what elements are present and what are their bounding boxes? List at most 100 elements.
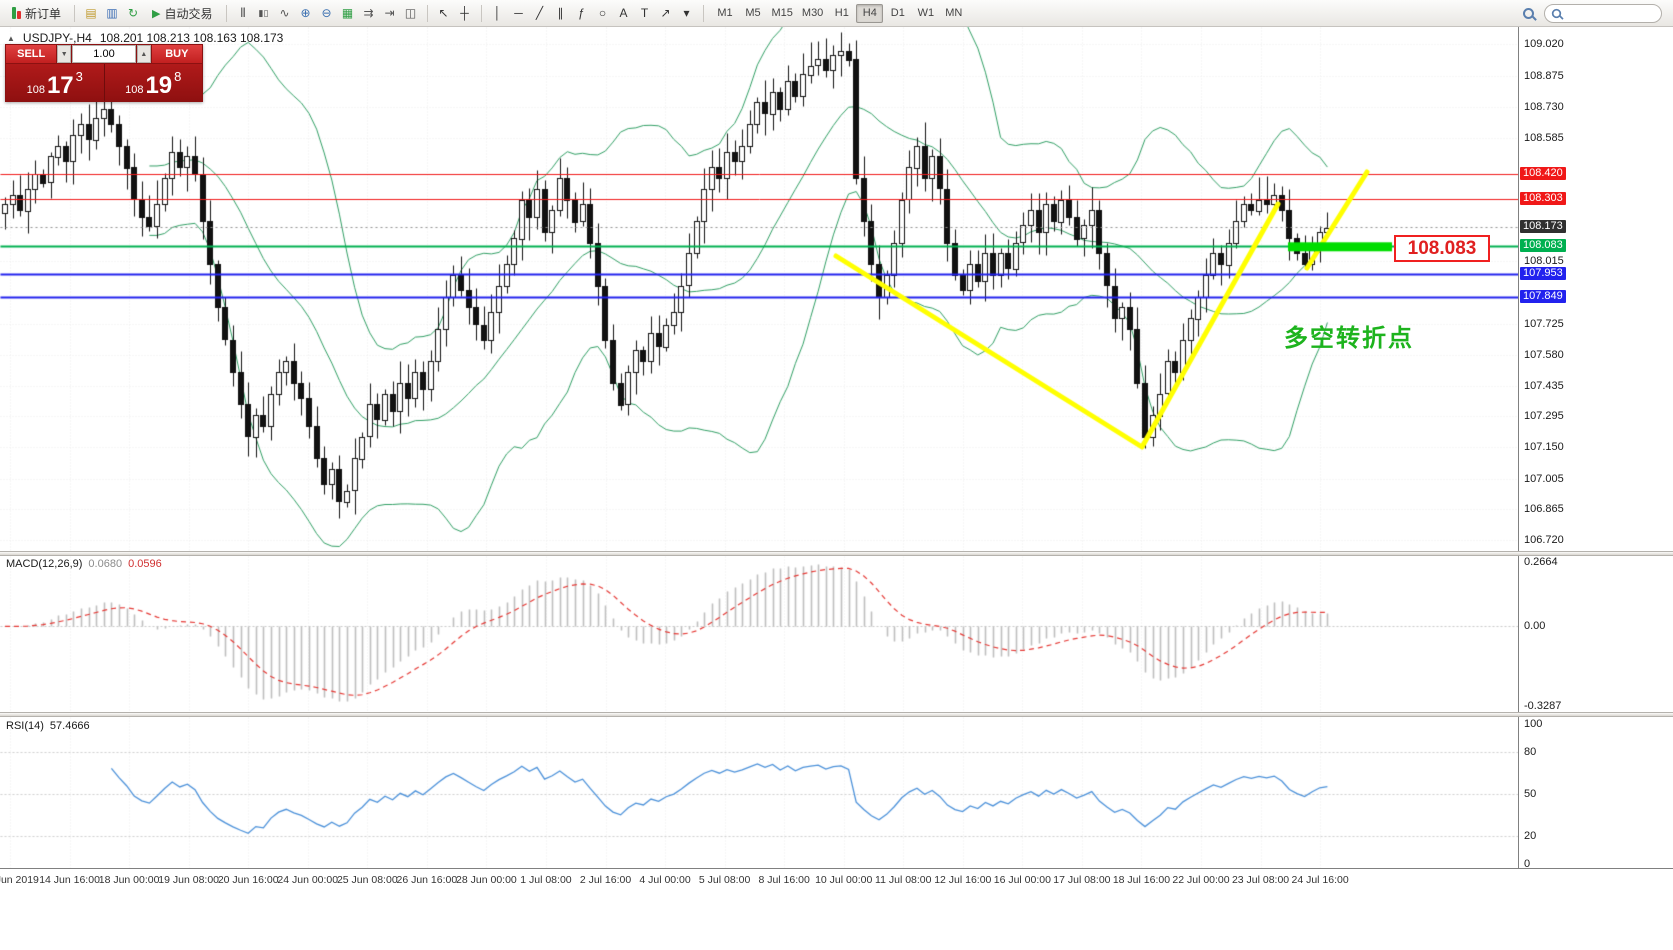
timeframe-w1[interactable]: W1 [917, 7, 935, 19]
price-axis-label: 108.875 [1524, 69, 1564, 82]
time-axis-label: 26 Jun 16:00 [396, 874, 458, 886]
sell-button[interactable]: SELL [6, 45, 57, 63]
vertical-line-icon[interactable]: │ [493, 6, 502, 20]
macd-axis-label: -0.3287 [1524, 700, 1562, 712]
lot-decrease-button[interactable]: ▼ [57, 45, 71, 63]
buy-price-pips: 19 [145, 72, 173, 99]
candles-chart-icon[interactable]: ▮▯ [258, 7, 269, 18]
time-axis-label: 20 Jun 16:00 [217, 874, 279, 886]
annotation-price-label: 108.083 [1394, 235, 1490, 262]
search-input[interactable] [1566, 7, 1652, 19]
price-axis-label: 107.725 [1524, 317, 1564, 330]
text-icon[interactable]: A [619, 6, 628, 20]
search-icon-button[interactable] [1518, 3, 1538, 23]
chart-header: ▲ USDJPY-,H4 108.201 108.213 108.163 108… [7, 31, 283, 45]
macd-title: MACD(12,26,9) [6, 558, 83, 570]
lot-size-input[interactable] [72, 45, 136, 63]
tile-windows-icon[interactable]: ◫ [404, 6, 417, 20]
play-icon: ▶ [152, 7, 161, 20]
toolbar-divider [426, 4, 428, 22]
auto-trading-button[interactable]: ▶ 自动交易 [145, 3, 219, 24]
current-price-tag: 108.173 [1520, 219, 1566, 233]
price-axis-label: 109.020 [1524, 38, 1564, 51]
profiles-icon[interactable]: ▤ [85, 6, 97, 20]
sell-price-main: 108 [26, 84, 45, 96]
time-axis-label: 4 Jul 00:00 [639, 874, 691, 886]
horizontal-line-icon[interactable]: ─ [514, 6, 523, 20]
timeframe-h1[interactable]: H1 [834, 7, 849, 19]
time-axis-label: 11 Jul 08:00 [875, 874, 932, 886]
cursor-icon[interactable]: ↖ [438, 6, 449, 20]
sell-price[interactable]: 108 17 3 [6, 64, 104, 101]
chart-ops-group: ||| ▮▯ ∿ ⊕ ⊖ ▦ ⇉ ⇥ ◫ [233, 3, 421, 23]
main-toolbar: 新订单 ▤ ▥ ↻ ▶ 自动交易 ||| ▮▯ ∿ ⊕ ⊖ ▦ ⇉ ⇥ ◫ ↖ ┼ │ ─ ╱ ∥ ƒ ○ A T ↗… [0, 0, 1673, 27]
buy-price[interactable]: 108 19 8 [104, 64, 202, 101]
time-axis-label: 22 Jul 00:00 [1172, 874, 1230, 886]
time-axis-label: 23 Jul 08:00 [1231, 874, 1290, 886]
trendline-icon[interactable]: ╱ [535, 6, 544, 20]
macd-axis-label: 0.00 [1524, 620, 1546, 633]
chart-shift-icon[interactable]: ⇥ [384, 6, 395, 20]
time-axis-label: 12 Jul 16:00 [934, 874, 992, 886]
cursor-group: ↖ ┼ [434, 3, 475, 23]
panel-separator-macd[interactable] [0, 551, 1673, 556]
chart-symbol-timeframe: USDJPY-,H4 [22, 31, 92, 45]
price-axis-label: 107.435 [1524, 380, 1564, 393]
price-axis-label: 107.150 [1524, 441, 1564, 454]
timeframe-m15[interactable]: M15 [771, 7, 793, 19]
panel-separator-rsi[interactable] [0, 712, 1673, 717]
more-tools-icon[interactable]: ▾ [683, 6, 690, 20]
price-axis-tag: 107.849 [1520, 289, 1566, 303]
search-icon [1522, 7, 1534, 19]
charts-list-icon[interactable]: ▥ [106, 6, 118, 20]
lot-increase-button[interactable]: ▲ [137, 45, 151, 63]
price-axis-label: 106.720 [1524, 534, 1564, 547]
timeframe-d1[interactable]: D1 [890, 7, 905, 19]
macd-axis-label: 0.2664 [1524, 556, 1558, 568]
time-axis-label: 24 Jun 00:00 [277, 874, 339, 886]
time-axis-label: 28 Jun 00:00 [456, 874, 517, 886]
crosshair-icon[interactable]: ┼ [460, 6, 469, 20]
price-axis-label: 108.585 [1524, 132, 1564, 145]
collapse-panel-icon[interactable]: ▲ [7, 33, 15, 43]
arrow-tools-icon[interactable]: ↗ [660, 6, 671, 20]
search-input-icon [1551, 8, 1562, 18]
refresh-icon[interactable]: ↻ [127, 6, 139, 20]
bars-chart-icon[interactable]: ||| [240, 7, 246, 18]
sell-price-pipette: 3 [75, 69, 83, 84]
toolbar-divider [74, 4, 76, 22]
macd-signal-value: 0.0596 [128, 558, 162, 570]
time-axis-label: 1 Jul 08:00 [520, 874, 572, 886]
line-chart-icon[interactable]: ∿ [279, 6, 290, 20]
timeframe-mn[interactable]: MN [945, 7, 963, 19]
price-axis-label: 106.865 [1524, 502, 1564, 515]
time-axis-label: 18 Jul 16:00 [1112, 874, 1171, 886]
chart-ohlc: 108.201 108.213 108.163 108.173 [99, 31, 284, 45]
price-axis-tag: 108.303 [1520, 191, 1566, 205]
timeframe-m1[interactable]: M1 [717, 7, 733, 19]
auto-scroll-icon[interactable]: ⇉ [363, 6, 374, 20]
grid-icon[interactable]: ▦ [341, 6, 354, 20]
rsi-axis-label: 80 [1524, 746, 1537, 758]
buy-button[interactable]: BUY [151, 45, 202, 63]
shapes-icon[interactable]: ○ [598, 6, 607, 20]
channel-icon[interactable]: ∥ [557, 6, 564, 20]
time-axis-label: 5 Jul 08:00 [698, 874, 751, 886]
search-box[interactable] [1544, 3, 1662, 23]
price-axis-label: 108.015 [1524, 254, 1564, 267]
time-axis-label: 19 Jun 08:00 [158, 874, 219, 886]
timeframe-m30[interactable]: M30 [801, 7, 824, 19]
text-label-icon[interactable]: T [640, 6, 649, 20]
timeframe-m5[interactable]: M5 [745, 7, 761, 19]
zoom-out-icon[interactable]: ⊖ [321, 6, 332, 20]
timeframe-h4[interactable]: H4 [856, 3, 884, 23]
price-axis-tag: 108.083 [1520, 239, 1566, 253]
new-order-button[interactable]: 新订单 [5, 3, 68, 24]
time-axis[interactable] [0, 868, 1673, 950]
price-axis-label: 108.730 [1524, 100, 1564, 113]
zoom-in-icon[interactable]: ⊕ [300, 6, 311, 20]
fibonacci-icon[interactable]: ƒ [578, 6, 585, 20]
auto-trading-label: 自动交易 [164, 6, 213, 21]
